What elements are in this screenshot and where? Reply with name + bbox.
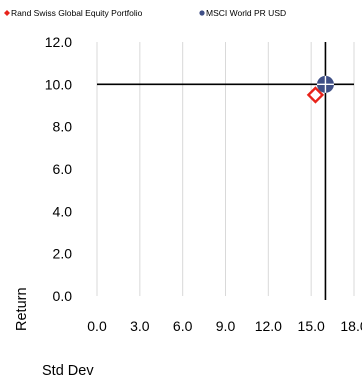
point-msci-world <box>316 75 334 93</box>
x-tick-label: 6.0 <box>173 318 193 334</box>
legend-item-msci-world: MSCI World PR USD <box>199 8 286 18</box>
y-tick-label: 6.0 <box>53 161 73 177</box>
legend-label: MSCI World PR USD <box>206 8 286 18</box>
y-tick-label: 10.0 <box>45 76 72 92</box>
x-tick-labels: 0.0 3.0 6.0 9.0 12.0 15.0 18.0 <box>87 318 362 334</box>
x-tick-label: 15.0 <box>298 318 325 334</box>
y-axis-title: Return <box>14 287 30 331</box>
y-tick-label: 2.0 <box>53 246 73 262</box>
legend-item-rand-swiss: Rand Swiss Global Equity Portfolio <box>4 8 143 18</box>
y-tick-labels: 0.0 2.0 4.0 6.0 8.0 10.0 12.0 <box>45 34 72 304</box>
y-tick-label: 12.0 <box>45 34 72 50</box>
legend-marker-diamond <box>4 10 10 16</box>
y-tick-label: 8.0 <box>53 119 73 135</box>
y-tick-label: 0.0 <box>53 288 73 304</box>
legend-label: Rand Swiss Global Equity Portfolio <box>11 8 143 18</box>
x-axis-title: Std Dev <box>42 363 94 379</box>
y-tick-label: 4.0 <box>53 203 73 219</box>
x-tick-label: 18.0 <box>340 318 362 334</box>
x-tick-label: 12.0 <box>255 318 282 334</box>
legend: Rand Swiss Global Equity Portfolio MSCI W… <box>4 8 286 18</box>
x-tick-label: 3.0 <box>130 318 150 334</box>
data-marks <box>306 75 334 104</box>
x-tick-label: 0.0 <box>87 318 107 334</box>
grid <box>96 42 355 296</box>
point-rand-swiss-global-equity <box>306 86 325 104</box>
x-tick-label: 9.0 <box>216 318 236 334</box>
legend-marker-circle <box>199 10 205 16</box>
